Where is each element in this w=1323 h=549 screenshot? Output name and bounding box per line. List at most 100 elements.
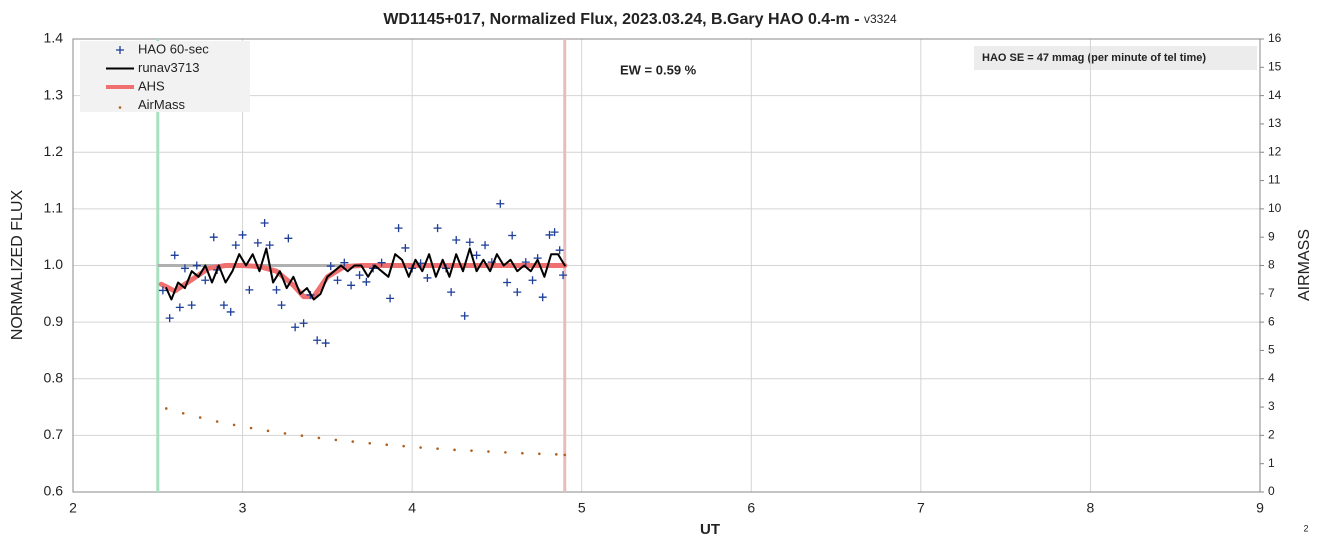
data-point bbox=[253, 238, 262, 247]
airmass-point bbox=[232, 423, 236, 427]
x-tick-label: 8 bbox=[1087, 500, 1095, 516]
airmass-point bbox=[181, 411, 185, 415]
y2-tick-label: 6 bbox=[1268, 314, 1275, 328]
y2-tick-label: 1 bbox=[1268, 456, 1275, 470]
y2-tick-label: 8 bbox=[1268, 258, 1275, 272]
ahs-line bbox=[158, 263, 568, 300]
y-axis-label: NORMALIZED FLUX bbox=[9, 190, 26, 341]
data-point bbox=[158, 286, 167, 295]
data-point bbox=[503, 278, 512, 287]
data-point bbox=[291, 323, 300, 332]
y2-tick-label: 2 bbox=[1268, 428, 1275, 442]
airmass-point bbox=[317, 436, 321, 440]
y2-tick-label: 3 bbox=[1268, 399, 1275, 413]
legend-symbol bbox=[116, 46, 124, 54]
data-point bbox=[481, 241, 490, 250]
data-point bbox=[401, 243, 410, 252]
airmass-point bbox=[215, 420, 219, 423]
data-point bbox=[326, 262, 335, 271]
data-point bbox=[284, 234, 293, 243]
legend-label: runav3713 bbox=[138, 60, 199, 75]
annotation: HAO SE = 47 mmag (per minute of tel time… bbox=[982, 52, 1206, 64]
airmass-point bbox=[351, 440, 355, 443]
legend-label: AirMass bbox=[138, 97, 185, 112]
data-point bbox=[460, 311, 469, 320]
data-point bbox=[340, 258, 349, 267]
data-point bbox=[555, 246, 564, 255]
x-tick-label: 5 bbox=[578, 500, 586, 516]
data-point bbox=[245, 285, 254, 294]
y-tick-label: 0.6 bbox=[44, 483, 64, 499]
data-point bbox=[333, 276, 342, 285]
data-point bbox=[538, 293, 547, 302]
data-point bbox=[433, 224, 442, 233]
data-point bbox=[313, 336, 322, 345]
data-point bbox=[321, 339, 330, 348]
data-point bbox=[277, 301, 286, 310]
data-point bbox=[201, 276, 210, 285]
airmass-point bbox=[402, 444, 405, 448]
data-point bbox=[521, 258, 530, 267]
airmass-point bbox=[436, 447, 439, 450]
data-point bbox=[192, 261, 201, 270]
airmass-point bbox=[300, 434, 304, 437]
x-tick-label: 9 bbox=[1256, 500, 1264, 516]
data-point bbox=[496, 199, 505, 208]
data-point bbox=[260, 219, 269, 228]
airmass-point bbox=[283, 432, 287, 435]
data-point bbox=[209, 233, 218, 242]
data-point bbox=[377, 258, 386, 267]
airmass-point bbox=[563, 453, 567, 457]
data-point bbox=[386, 294, 395, 303]
data-point bbox=[447, 288, 456, 297]
data-point bbox=[265, 241, 274, 250]
y-tick-label: 0.7 bbox=[44, 426, 64, 442]
chart-title: WD1145+017, Normalized Flux, 2023.03.24,… bbox=[383, 11, 897, 28]
x-tick-label: 4 bbox=[408, 500, 416, 516]
legend-symbol bbox=[118, 106, 122, 109]
legend-label: HAO 60-sec bbox=[138, 41, 209, 56]
y2-tick-label: 16 bbox=[1268, 31, 1282, 45]
data-point bbox=[394, 224, 403, 233]
y-tick-label: 1.3 bbox=[44, 86, 64, 102]
airmass-point bbox=[453, 448, 456, 452]
x-tick-label: 7 bbox=[917, 500, 925, 516]
y2-tick-label: 12 bbox=[1268, 144, 1282, 158]
data-point bbox=[528, 276, 537, 285]
data-point bbox=[508, 231, 517, 240]
y-tick-label: 0.8 bbox=[44, 369, 64, 385]
data-point bbox=[452, 236, 461, 245]
airmass-point bbox=[249, 426, 253, 430]
page-number: 2 bbox=[1303, 523, 1308, 533]
data-point bbox=[272, 285, 281, 294]
y-tick-label: 1.0 bbox=[44, 256, 64, 272]
data-point bbox=[180, 264, 189, 273]
data-point bbox=[175, 303, 184, 312]
data-point bbox=[423, 273, 432, 282]
airmass-point bbox=[487, 450, 490, 453]
y2-tick-label: 11 bbox=[1268, 173, 1281, 187]
y-tick-label: 0.9 bbox=[44, 313, 64, 329]
airmass-point bbox=[266, 429, 270, 433]
data-point bbox=[362, 277, 371, 286]
data-point bbox=[165, 314, 174, 323]
data-point bbox=[299, 319, 308, 328]
y-tick-label: 1.2 bbox=[44, 143, 64, 159]
y-tick-label: 1.4 bbox=[44, 30, 64, 46]
y2-tick-label: 13 bbox=[1268, 116, 1282, 130]
y2-tick-label: 5 bbox=[1268, 343, 1275, 357]
data-point bbox=[355, 271, 364, 280]
plot-frame bbox=[72, 38, 1261, 493]
y2-tick-label: 7 bbox=[1268, 286, 1275, 300]
y2-tick-label: 10 bbox=[1268, 201, 1282, 215]
annotation-box bbox=[974, 46, 1257, 70]
airmass-point bbox=[385, 443, 389, 447]
y2-tick-label: 14 bbox=[1268, 88, 1282, 102]
data-point bbox=[465, 238, 474, 247]
y2-tick-label: 9 bbox=[1268, 229, 1275, 243]
y2-tick-label: 15 bbox=[1268, 59, 1282, 73]
data-point bbox=[347, 281, 356, 290]
title-main: WD1145+017, Normalized Flux, 2023.03.24,… bbox=[383, 11, 864, 28]
data-point bbox=[545, 230, 554, 239]
